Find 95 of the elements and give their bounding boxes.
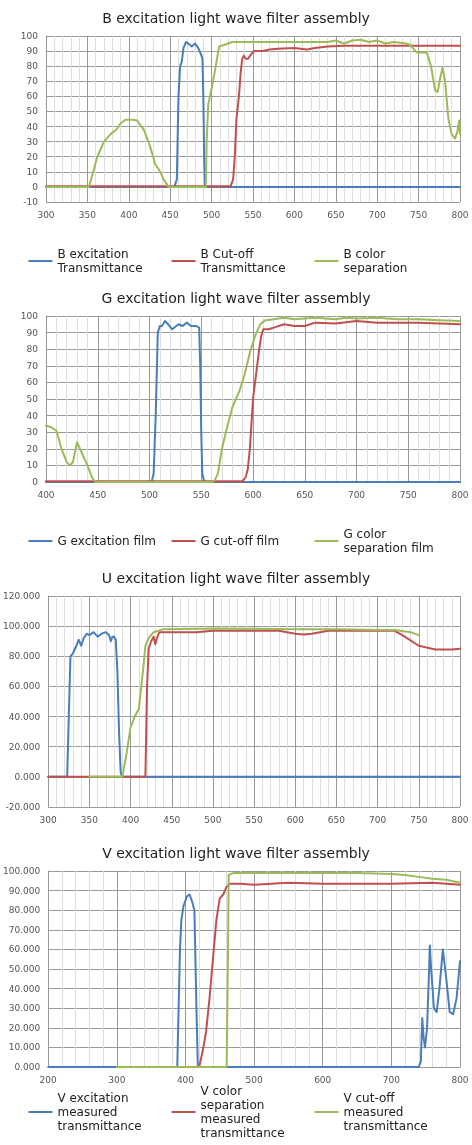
x-tick-label: 400 [176,1074,195,1085]
y-tick-label: 100.000 [3,621,41,632]
y-tick-label: 60 [26,377,39,388]
x-tick-label: 450 [89,489,107,500]
x-tick-label: 650 [327,209,345,220]
legend-label: V excitation measured transmittance [57,1091,142,1133]
legend-label: V cut-off measured transmittance [343,1091,428,1133]
y-tick-label: 40.000 [8,711,41,722]
y-tick-label: 30 [26,427,39,438]
x-tick-label: 700 [368,209,387,220]
y-tick-label: 20 [26,151,39,162]
legend-label: V color separation measured transmittance [200,1084,285,1140]
x-tick-label: 450 [161,209,180,220]
y-tick-label: 20 [26,443,39,454]
x-tick-label: 700 [382,1074,401,1085]
x-tick-label: 700 [369,814,387,825]
legend-label: B excitation Transmittance [56,247,143,275]
y-tick-label: 40 [26,121,39,132]
line-series [198,881,461,1068]
x-tick-label: 600 [314,1074,332,1085]
x-tick-label: 600 [285,209,304,220]
y-tick-label: 60.000 [8,944,41,955]
y-tick-label: 40.000 [8,983,41,994]
x-tick-label: 500 [140,489,159,500]
y-tick-label: 70 [26,76,39,87]
y-tick-label: 20.000 [8,741,41,752]
y-tick-label: 70.000 [8,924,41,935]
y-tick-label: 80.000 [8,651,41,662]
y-tick-label: 70 [26,360,39,371]
x-tick-label: 800 [451,209,469,220]
y-tick-label: 60.000 [8,681,41,692]
chart-title: G excitation light wave filter assembly [101,290,371,306]
x-tick-label: 600 [244,489,262,500]
x-tick-label: 500 [204,814,222,825]
x-tick-label: 400 [120,209,138,220]
y-tick-label: 90 [26,327,39,338]
x-tick-label: 800 [451,489,469,500]
x-tick-label: 200 [39,1074,58,1085]
y-tick-label: 80.000 [8,905,41,916]
y-tick-label: 100 [20,31,39,41]
y-tick-label: 100.000 [3,866,41,876]
y-tick-label: 50 [26,394,39,404]
y-tick-label: 50.000 [8,964,41,974]
x-tick-label: 650 [327,814,346,825]
y-tick-label: 30 [26,136,39,147]
y-tick-label: -20.000 [5,802,41,812]
x-tick-label: 550 [244,209,262,220]
line-series [88,627,420,778]
y-tick-label: 80 [26,61,39,72]
legend-label: G color separation film [343,527,434,555]
y-tick-label: -10 [23,197,39,207]
y-tick-label: 0.000 [14,1062,41,1072]
x-tick-label: 750 [410,814,428,825]
legend-label: B color separation [343,247,408,275]
y-tick-label: 10.000 [8,1042,41,1053]
x-tick-label: 400 [37,489,55,500]
x-tick-label: 650 [296,489,314,500]
x-tick-label: 600 [286,814,305,825]
x-tick-label: 350 [78,209,97,220]
y-tick-label: 60 [26,91,39,102]
y-tick-label: 20.000 [8,1022,41,1033]
y-tick-label: 10 [26,460,39,471]
y-tick-label: 50 [26,106,39,117]
y-tick-label: 80 [26,344,39,355]
y-tick-label: 120.000 [3,591,41,601]
legend-label: G cut-off film [200,534,280,548]
x-tick-label: 750 [410,209,428,220]
x-tick-label: 300 [39,814,58,825]
x-tick-label: 450 [163,814,181,825]
x-tick-label: 800 [451,1074,469,1085]
legend-label: G excitation film [57,534,157,548]
x-tick-label: 350 [80,814,99,825]
y-tick-label: 90 [26,46,39,57]
x-tick-label: 300 [37,209,55,220]
x-tick-label: 300 [108,1074,126,1085]
y-tick-label: 0 [32,181,39,192]
y-tick-label: 0.000 [14,771,41,782]
y-tick-label: 40 [26,410,39,421]
chart-title: B excitation light wave filter assembly [102,10,370,26]
x-tick-label: 550 [192,489,211,500]
x-tick-label: 550 [245,814,263,825]
y-tick-label: 100 [20,311,39,321]
x-tick-label: 750 [399,489,418,500]
chart-title: U excitation light wave filter assembly [101,570,371,586]
y-tick-label: 0 [32,477,39,487]
x-tick-label: 500 [245,1074,263,1085]
x-tick-label: 400 [121,814,140,825]
x-tick-label: 800 [451,814,469,825]
legend-label: B Cut-off Transmittance [199,247,286,275]
x-tick-label: 500 [203,209,221,220]
y-tick-label: 90.000 [8,885,41,896]
x-tick-label: 700 [347,489,366,500]
chart-title: V excitation light wave filter assembly [102,845,370,861]
y-tick-label: 30.000 [8,1003,41,1014]
y-tick-label: 10 [26,166,39,177]
